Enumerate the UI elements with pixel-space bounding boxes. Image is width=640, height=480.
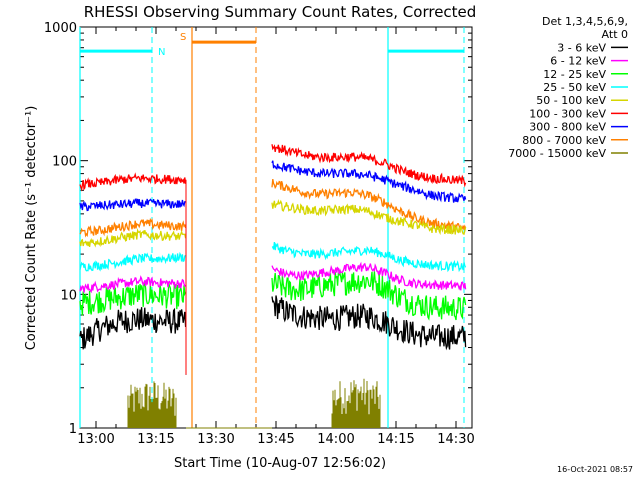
legend-entry-label: 800 - 7000 keV xyxy=(522,134,606,147)
legend-entry-label: 25 - 50 keV xyxy=(543,81,606,94)
series-trace xyxy=(271,242,467,273)
y-tick-label: 1000 xyxy=(44,21,77,36)
series-trace xyxy=(127,381,177,428)
y-tick-label: 1 xyxy=(69,422,77,437)
series-trace xyxy=(331,378,381,428)
y-tick-label: 10 xyxy=(60,288,77,303)
legend-entry-label: 3 - 6 keV xyxy=(557,41,606,54)
y-tick-label: 100 xyxy=(52,155,77,170)
series-trace xyxy=(271,160,467,203)
y-axis-label: Corrected Count Rate (s⁻¹ detector⁻¹) xyxy=(24,106,39,351)
series-trace xyxy=(79,172,187,192)
series-trace xyxy=(79,307,187,350)
legend-entry-label: 6 - 12 keV xyxy=(550,55,606,68)
x-tick-label: 14:15 xyxy=(377,432,414,447)
series-trace xyxy=(79,228,187,248)
series-trace xyxy=(79,251,187,272)
x-tick-label: 14:00 xyxy=(317,432,354,447)
legend-entry-label: 100 - 300 keV xyxy=(529,107,606,120)
series-trace xyxy=(79,275,187,294)
series-trace xyxy=(271,295,467,351)
annotation-label: N xyxy=(158,47,165,58)
series-trace xyxy=(271,271,467,321)
legend-header: Det 1,3,4,5,6,9, xyxy=(542,15,628,28)
legend-entry-label: 50 - 100 keV xyxy=(536,94,606,107)
chart-title: RHESSI Observing Summary Count Rates, Co… xyxy=(84,3,477,21)
x-tick-label: 13:15 xyxy=(137,432,174,447)
footer-timestamp: 16-Oct-2021 08:57 xyxy=(557,465,633,474)
series-trace xyxy=(271,261,467,291)
series-trace xyxy=(271,178,467,234)
series-trace xyxy=(271,144,467,188)
x-tick-label: 13:30 xyxy=(197,432,234,447)
x-tick-label: 14:30 xyxy=(437,432,474,447)
plot-area: 13:00 13:15 13:30 13:45 14:00 14:15 14:30 1 10 10… xyxy=(44,21,475,447)
series-trace xyxy=(79,198,186,212)
x-tick-label: 13:45 xyxy=(257,432,294,447)
legend-entry-label: 7000 - 15000 keV xyxy=(508,147,606,160)
x-tick-label: 13:00 xyxy=(77,432,114,447)
legend-entry-label: 12 - 25 keV xyxy=(543,68,606,81)
series-trace xyxy=(79,217,187,238)
series-trace xyxy=(79,281,187,316)
annotation-label: S xyxy=(180,32,186,43)
x-axis-label: Start Time (10-Aug-07 12:56:02) xyxy=(174,456,386,471)
legend-header: Att 0 xyxy=(602,28,628,41)
series-trace xyxy=(271,199,467,236)
legend-entry-label: 300 - 800 keV xyxy=(529,121,606,134)
